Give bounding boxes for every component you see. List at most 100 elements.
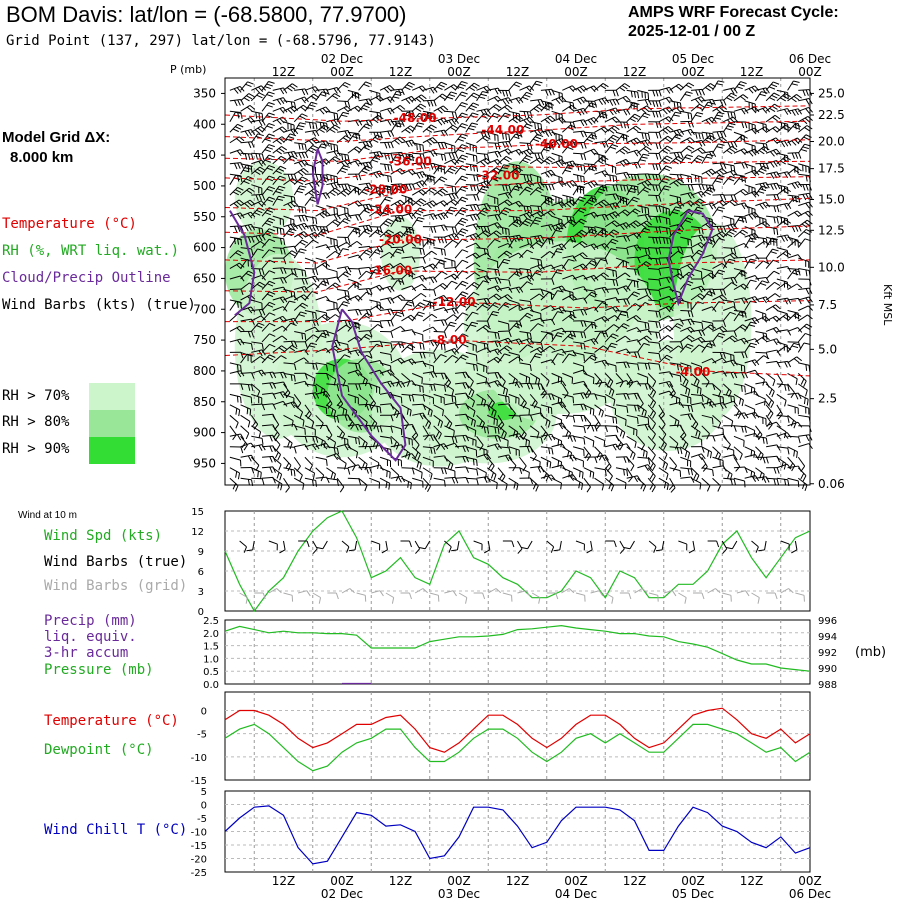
wind-barb bbox=[368, 134, 384, 144]
wind-barb bbox=[465, 122, 478, 133]
model-grid-line2: 8.000 km bbox=[10, 149, 74, 166]
dewpoint-panel-label: Dewpoint (°C) bbox=[44, 742, 154, 758]
wind-barb bbox=[497, 112, 511, 123]
temperature-contour-label: -8.00 bbox=[432, 333, 467, 347]
temperature-contour-label: -24.00 bbox=[369, 202, 412, 216]
temperature-contour-label: -32.00 bbox=[477, 168, 520, 182]
wind-barb bbox=[637, 139, 652, 148]
legend-temperature: Temperature (°C) bbox=[2, 216, 137, 232]
wind-barb bbox=[508, 133, 522, 144]
pressure-tick-label: 550 bbox=[193, 210, 216, 224]
forecast-cycle-line2: 2025-12-01 / 00 Z bbox=[628, 23, 756, 40]
wind-barb bbox=[722, 146, 738, 155]
wind-barb bbox=[380, 152, 394, 160]
wind-barb bbox=[680, 110, 693, 120]
wind-barb bbox=[401, 111, 414, 123]
wind-barb bbox=[519, 173, 533, 182]
date-label-bottom: 05 Dec bbox=[672, 887, 714, 900]
time-tick-label-top: 00Z bbox=[681, 65, 705, 79]
wind-barb bbox=[422, 124, 437, 133]
date-label-top: 03 Dec bbox=[438, 52, 480, 66]
wind-barb bbox=[454, 144, 468, 154]
temperature-tick-label: 0 bbox=[201, 707, 207, 718]
wind-barb bbox=[648, 100, 662, 107]
wind-barb bbox=[615, 133, 630, 144]
wind-barb bbox=[648, 152, 662, 160]
date-label-bottom: 03 Dec bbox=[438, 887, 480, 900]
wind-barb bbox=[605, 98, 620, 106]
wind-barb bbox=[669, 133, 683, 144]
wind-barb bbox=[358, 102, 372, 112]
precip-tick-label: 2.5 bbox=[203, 616, 219, 627]
wind-barb bbox=[583, 102, 597, 112]
pressure-tick-label: 900 bbox=[193, 426, 216, 440]
wind-barb bbox=[229, 123, 244, 133]
wind-barb bbox=[583, 148, 599, 156]
pressure-tick-label: 700 bbox=[193, 302, 216, 316]
wind-barb bbox=[530, 121, 543, 131]
temperature-tick-label: -10 bbox=[191, 753, 207, 764]
wind-barb bbox=[583, 133, 598, 144]
wind-barb bbox=[379, 163, 393, 172]
wind-barb bbox=[733, 121, 748, 129]
wind-barb bbox=[615, 146, 631, 155]
wind-barb bbox=[636, 153, 650, 164]
wind-barb bbox=[240, 81, 254, 91]
wind-barb bbox=[765, 81, 780, 91]
wind-barb bbox=[390, 104, 406, 112]
precip-tick-label: 0.0 bbox=[203, 680, 219, 691]
time-tick-label-bottom: 12Z bbox=[740, 874, 764, 888]
wind-barb bbox=[626, 149, 642, 157]
wind-barb bbox=[293, 104, 309, 112]
wind-barb bbox=[497, 89, 512, 97]
wind-barb bbox=[540, 156, 556, 165]
wind-barb bbox=[476, 108, 491, 116]
wind-barb bbox=[508, 148, 524, 156]
wind-barb bbox=[240, 164, 253, 175]
wind-barb bbox=[433, 141, 448, 149]
wind-barb bbox=[337, 129, 352, 137]
temperature-contour-label: -20.00 bbox=[379, 233, 422, 247]
wind-barb bbox=[444, 124, 459, 133]
wind-barb bbox=[283, 83, 298, 92]
wind-barb bbox=[454, 102, 468, 112]
legend-rh70-swatch bbox=[89, 383, 135, 410]
wind-tick-label: 15 bbox=[191, 507, 204, 518]
wind-barb bbox=[626, 113, 641, 123]
temperature-contour-label: -4.00 bbox=[676, 365, 711, 379]
wind-barb bbox=[540, 102, 555, 112]
wind-barb bbox=[229, 98, 244, 107]
wind-barb bbox=[615, 83, 631, 92]
wind-barb bbox=[605, 116, 620, 124]
wind-barb bbox=[412, 142, 425, 152]
wind-barb bbox=[283, 173, 297, 181]
wind-barb bbox=[551, 159, 567, 168]
time-tick-label-top: 00Z bbox=[447, 65, 471, 79]
wind-barb bbox=[422, 137, 438, 146]
wind-barb bbox=[240, 104, 256, 112]
wind-barb bbox=[250, 92, 265, 102]
date-label-bottom: 02 Dec bbox=[321, 887, 363, 900]
wind-barb bbox=[733, 81, 747, 91]
wind-barb bbox=[293, 167, 309, 177]
height-tick-label: 17.5 bbox=[818, 162, 845, 176]
pressure-tick-label: 500 bbox=[193, 179, 216, 193]
wind-tick-label: 12 bbox=[191, 527, 204, 538]
wind-barb bbox=[347, 92, 362, 102]
pressure-tick-label: 950 bbox=[193, 456, 216, 470]
legend-rh90-label: RH > 90% bbox=[2, 441, 70, 457]
time-tick-label-top: 12Z bbox=[389, 65, 413, 79]
height-axis-title: Kft MSL bbox=[881, 284, 894, 326]
wind-barb bbox=[251, 125, 266, 135]
wind-barb bbox=[604, 134, 620, 144]
windchill-tick-label: -20 bbox=[191, 855, 207, 866]
temperature-contour-label: -44.00 bbox=[481, 123, 524, 137]
wind-barb bbox=[304, 101, 318, 112]
wind-barb bbox=[465, 102, 480, 112]
wind-barb bbox=[326, 124, 341, 133]
forecast-cycle-line1: AMPS WRF Forecast Cycle: bbox=[628, 4, 839, 21]
wind-barb bbox=[648, 110, 662, 118]
wind-barb bbox=[615, 95, 631, 103]
wind-barb bbox=[604, 144, 619, 154]
wind-barb bbox=[444, 110, 458, 119]
